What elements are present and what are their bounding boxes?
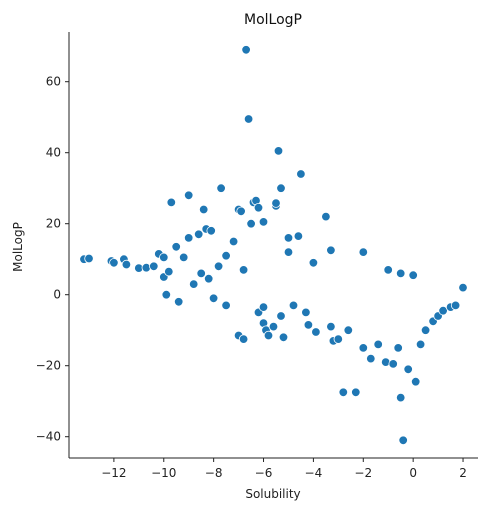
data-point bbox=[326, 321, 336, 332]
data-point bbox=[149, 261, 159, 272]
data-point bbox=[283, 233, 294, 243]
data-points bbox=[79, 45, 468, 446]
data-point bbox=[141, 263, 152, 273]
data-point bbox=[271, 198, 281, 208]
x-tick-label: 2 bbox=[459, 466, 467, 480]
data-point bbox=[203, 274, 214, 284]
data-point bbox=[196, 268, 206, 279]
data-point bbox=[161, 290, 172, 300]
data-point bbox=[213, 261, 224, 272]
data-point bbox=[321, 211, 331, 222]
data-point bbox=[358, 343, 369, 353]
data-point bbox=[221, 300, 231, 311]
data-point bbox=[283, 247, 294, 257]
y-tick-label: 40 bbox=[46, 146, 61, 160]
y-tick-label: 20 bbox=[46, 217, 61, 231]
x-tick-label: −10 bbox=[151, 466, 176, 480]
x-tick-label: −8 bbox=[205, 466, 223, 480]
data-point bbox=[333, 334, 344, 344]
data-point bbox=[258, 217, 269, 227]
data-point bbox=[301, 307, 311, 318]
data-point bbox=[228, 236, 239, 247]
data-point bbox=[458, 282, 468, 293]
data-point bbox=[288, 300, 299, 311]
data-point bbox=[296, 169, 306, 179]
data-point bbox=[243, 114, 254, 124]
data-point bbox=[263, 330, 274, 341]
data-point bbox=[236, 206, 246, 217]
x-tick-label: −6 bbox=[255, 466, 273, 480]
x-tick-label: −2 bbox=[354, 466, 372, 480]
data-point bbox=[198, 204, 209, 215]
data-point bbox=[121, 259, 132, 270]
y-tick-label: −20 bbox=[36, 359, 61, 373]
y-axis-label: MolLogP bbox=[11, 222, 25, 272]
data-point bbox=[164, 266, 174, 277]
data-point bbox=[193, 229, 204, 240]
y-tick-label: 60 bbox=[46, 75, 61, 89]
data-point bbox=[396, 268, 406, 279]
data-point bbox=[238, 334, 249, 344]
data-point bbox=[206, 226, 216, 236]
data-point bbox=[311, 327, 321, 337]
data-point bbox=[293, 231, 304, 241]
data-point bbox=[438, 306, 448, 316]
data-point bbox=[221, 250, 231, 261]
data-point bbox=[411, 377, 421, 387]
data-point bbox=[358, 247, 369, 257]
data-point bbox=[241, 45, 251, 55]
data-point bbox=[373, 339, 383, 350]
data-point bbox=[159, 252, 169, 263]
data-point bbox=[171, 242, 181, 252]
data-point bbox=[273, 146, 284, 156]
data-point bbox=[308, 258, 319, 268]
data-point bbox=[178, 252, 189, 263]
data-point bbox=[109, 258, 119, 268]
data-point bbox=[278, 332, 289, 343]
data-point bbox=[343, 325, 354, 335]
data-point bbox=[366, 353, 376, 364]
data-point bbox=[188, 279, 199, 289]
chart-title: MolLogP bbox=[244, 12, 302, 28]
x-ticks: −12 −10 −8 −6 −4 −2 0 2 bbox=[101, 458, 467, 480]
data-point bbox=[408, 270, 418, 280]
data-point bbox=[388, 359, 398, 369]
data-point bbox=[393, 343, 403, 353]
data-point bbox=[383, 265, 393, 275]
y-tick-label: 0 bbox=[53, 288, 61, 302]
data-point bbox=[351, 387, 361, 398]
data-point bbox=[326, 245, 336, 256]
data-point bbox=[420, 325, 431, 335]
data-point bbox=[216, 183, 226, 193]
data-point bbox=[276, 311, 286, 321]
data-point bbox=[338, 387, 349, 398]
x-tick-label: 0 bbox=[409, 466, 417, 480]
data-point bbox=[303, 320, 314, 330]
data-point bbox=[276, 183, 286, 193]
x-axis-label: Solubility bbox=[245, 487, 300, 501]
data-point bbox=[403, 364, 413, 375]
data-point bbox=[208, 293, 219, 304]
x-tick-label: −4 bbox=[305, 466, 323, 480]
data-point bbox=[183, 190, 194, 201]
axes bbox=[68, 32, 478, 459]
data-point bbox=[396, 392, 406, 403]
data-point bbox=[84, 253, 94, 264]
data-point bbox=[268, 321, 279, 332]
data-point bbox=[238, 265, 249, 275]
data-point bbox=[173, 297, 184, 307]
x-tick-label: −12 bbox=[101, 466, 126, 480]
data-point bbox=[246, 218, 256, 229]
data-point bbox=[415, 339, 426, 350]
data-point bbox=[450, 300, 461, 311]
data-point bbox=[166, 197, 177, 208]
data-point bbox=[253, 202, 264, 213]
data-point bbox=[183, 233, 194, 243]
y-ticks: −40 −20 0 20 40 60 bbox=[36, 75, 69, 444]
data-point bbox=[258, 302, 269, 312]
y-tick-label: −40 bbox=[36, 430, 61, 444]
data-point bbox=[398, 435, 408, 446]
